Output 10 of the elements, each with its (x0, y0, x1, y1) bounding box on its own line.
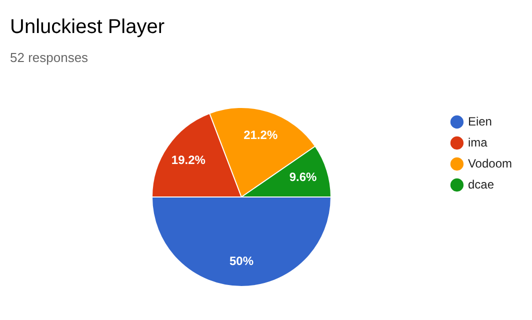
data-label: 9.6% (289, 170, 318, 184)
chart-subtitle: 52 responses (10, 50, 88, 65)
legend-label: Eien (468, 114, 492, 128)
data-label: 21.2% (244, 128, 278, 142)
data-label: 50% (229, 254, 254, 268)
chart-title: Unluckiest Player (10, 16, 165, 39)
legend-label: ima (468, 135, 488, 150)
data-label: 19.2% (171, 152, 206, 167)
legend-label: Vodoom (468, 156, 512, 170)
legend-label: dcae (468, 177, 494, 192)
